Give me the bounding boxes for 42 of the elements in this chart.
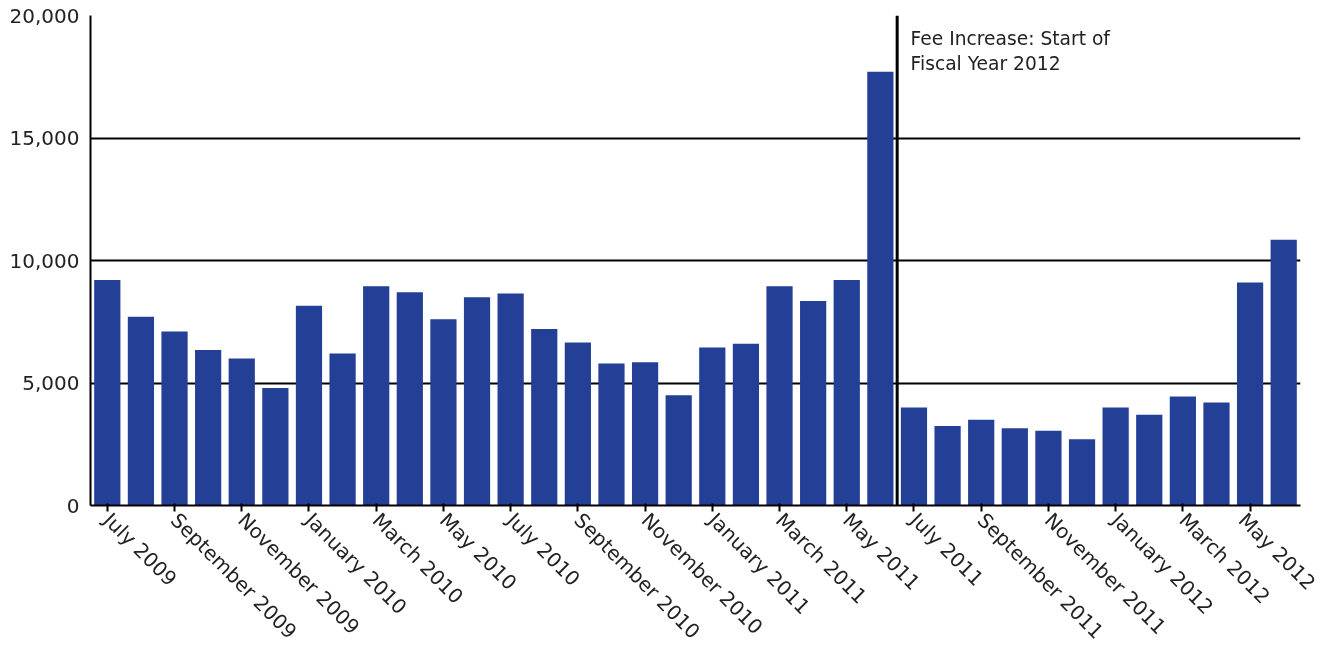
bar [262, 387, 289, 506]
y-tick-label: 10,000 [9, 248, 80, 273]
bar [396, 292, 423, 506]
bar [766, 286, 793, 506]
bar [1035, 430, 1062, 506]
ref-line-label: Fee Increase: Start of Fiscal Year 2012 [910, 27, 1111, 74]
bar [329, 353, 356, 506]
bar [1102, 407, 1129, 506]
bar [127, 316, 155, 506]
bar [934, 425, 961, 506]
bar [1136, 414, 1163, 506]
bar [195, 349, 222, 506]
bar [497, 293, 524, 506]
bar [1203, 402, 1230, 506]
bar [363, 286, 390, 506]
bar [463, 297, 491, 506]
bar [867, 71, 894, 506]
bar [94, 280, 121, 506]
y-tick-label: 5,000 [22, 371, 80, 395]
bar [900, 407, 928, 506]
bar [1169, 396, 1196, 506]
bar [833, 280, 860, 506]
bar [598, 363, 625, 506]
bar [1236, 282, 1264, 506]
bar [531, 329, 558, 506]
y-tick-label: 15,000 [9, 126, 80, 150]
bar [161, 331, 188, 506]
bar [1068, 439, 1096, 506]
bar [732, 343, 760, 506]
bar [631, 362, 659, 506]
bar [800, 300, 827, 506]
bar [665, 395, 692, 506]
y-tick-label: 0 [66, 493, 80, 518]
bar [228, 358, 255, 506]
bar [699, 347, 726, 506]
bar [295, 305, 323, 506]
bar [564, 342, 591, 506]
bar [1001, 428, 1028, 506]
bar [430, 319, 457, 506]
bar [1270, 239, 1297, 506]
y-tick-label: 20,000 [9, 3, 80, 28]
bar [968, 419, 995, 506]
